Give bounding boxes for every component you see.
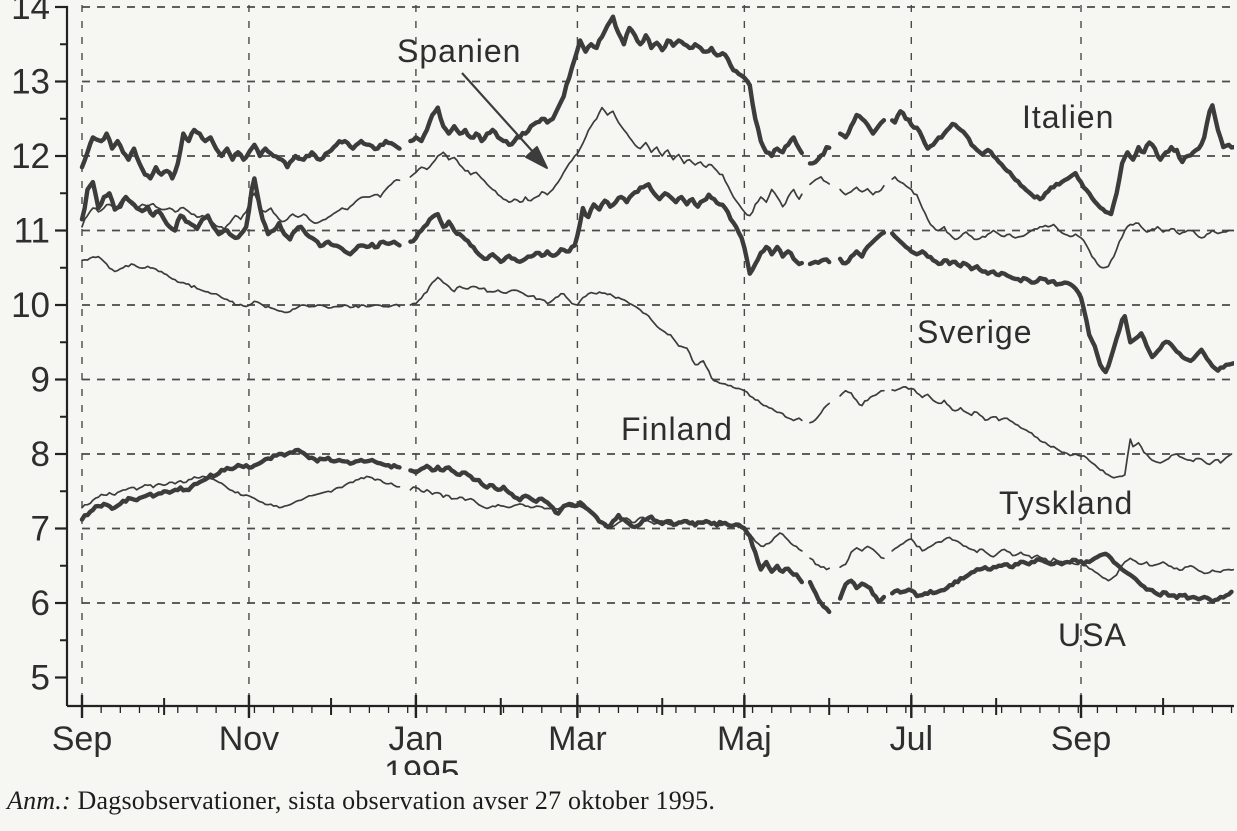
x-axis-month-label: Maj bbox=[717, 720, 772, 758]
series-line-usa bbox=[408, 463, 804, 585]
series-line-tyskland bbox=[839, 545, 885, 569]
x-axis-year-label: 1995 bbox=[384, 754, 460, 775]
series-label-spanien: Spanien bbox=[397, 33, 521, 69]
series-label-usa: USA bbox=[1058, 617, 1127, 653]
series-line-italien bbox=[79, 127, 402, 181]
series-label-tyskland: Tyskland bbox=[999, 485, 1133, 521]
series-label-sverige: Sverige bbox=[917, 314, 1033, 350]
y-axis-tick-label: 13 bbox=[11, 63, 50, 102]
y-axis-tick-label: 8 bbox=[31, 435, 50, 474]
series-label-finland: Finland bbox=[621, 411, 733, 447]
series-line-italien bbox=[890, 103, 1234, 217]
series-line-sverige bbox=[408, 182, 804, 276]
series-line-sverige bbox=[807, 257, 832, 267]
y-axis-tick-label: 10 bbox=[11, 286, 50, 325]
series-line-sverige bbox=[890, 231, 1234, 375]
series-line-italien bbox=[408, 14, 804, 159]
series-line-usa bbox=[890, 551, 1234, 604]
series-line-spanien bbox=[809, 176, 831, 186]
series-line-usa bbox=[807, 579, 832, 615]
y-axis-tick-label: 14 bbox=[11, 0, 50, 27]
x-axis-month-label: Sep bbox=[1051, 720, 1112, 758]
line-chart: 5 6 7 8 9 10 11 12 13 14 Sep Nov Jan Mar Maj Jul Sep 1995… bbox=[11, 0, 1234, 792]
series-line-italien bbox=[807, 144, 832, 166]
y-axis-tick-label: 11 bbox=[14, 212, 50, 251]
y-axis-tick-label: 12 bbox=[11, 137, 50, 176]
series-line-tyskland bbox=[809, 557, 831, 571]
series-line-italien bbox=[837, 112, 887, 140]
x-axis-month-label: Nov bbox=[219, 720, 279, 758]
series-line-tyskland bbox=[891, 536, 1234, 582]
series-line-usa bbox=[837, 578, 887, 604]
spanien-arrow-head-icon bbox=[525, 146, 548, 169]
y-axis-tick-label: 6 bbox=[31, 584, 50, 623]
y-axis-tick-label: 5 bbox=[31, 659, 50, 698]
footnote-text: Dagsobservationer, sista observation avs… bbox=[70, 786, 716, 815]
series-line-finland bbox=[409, 276, 803, 422]
x-axis-month-label: Jan bbox=[388, 720, 443, 758]
series-line-spanien bbox=[409, 106, 803, 217]
spanien-arrow-line bbox=[461, 72, 535, 154]
series-line-spanien bbox=[839, 184, 885, 196]
series-group bbox=[79, 14, 1234, 615]
series-line-tyskland bbox=[409, 486, 803, 552]
series-line-sverige bbox=[79, 176, 402, 257]
x-axis-month-label: Mar bbox=[548, 720, 607, 758]
series-line-finland bbox=[891, 386, 1233, 479]
x-axis-month-label: Sep bbox=[52, 720, 113, 758]
series-line-finland bbox=[839, 389, 885, 407]
series-line-finland bbox=[81, 255, 401, 314]
series-line-usa bbox=[79, 447, 402, 522]
y-axis-tick-label: 9 bbox=[31, 361, 50, 400]
y-axis-tick-label: 7 bbox=[31, 510, 50, 549]
footnote-prefix: Anm.: bbox=[7, 786, 71, 815]
series-label-italien: Italien bbox=[1022, 99, 1114, 135]
series-line-finland bbox=[809, 402, 831, 424]
chart-footnote: Anm.: Dagsobservationer, sista observati… bbox=[7, 786, 1107, 816]
series-line-spanien bbox=[81, 178, 401, 230]
series-line-tyskland bbox=[81, 475, 401, 509]
x-axis-month-label: Jul bbox=[890, 720, 933, 758]
series-line-spanien bbox=[891, 176, 1234, 269]
series-line-sverige bbox=[837, 230, 887, 266]
